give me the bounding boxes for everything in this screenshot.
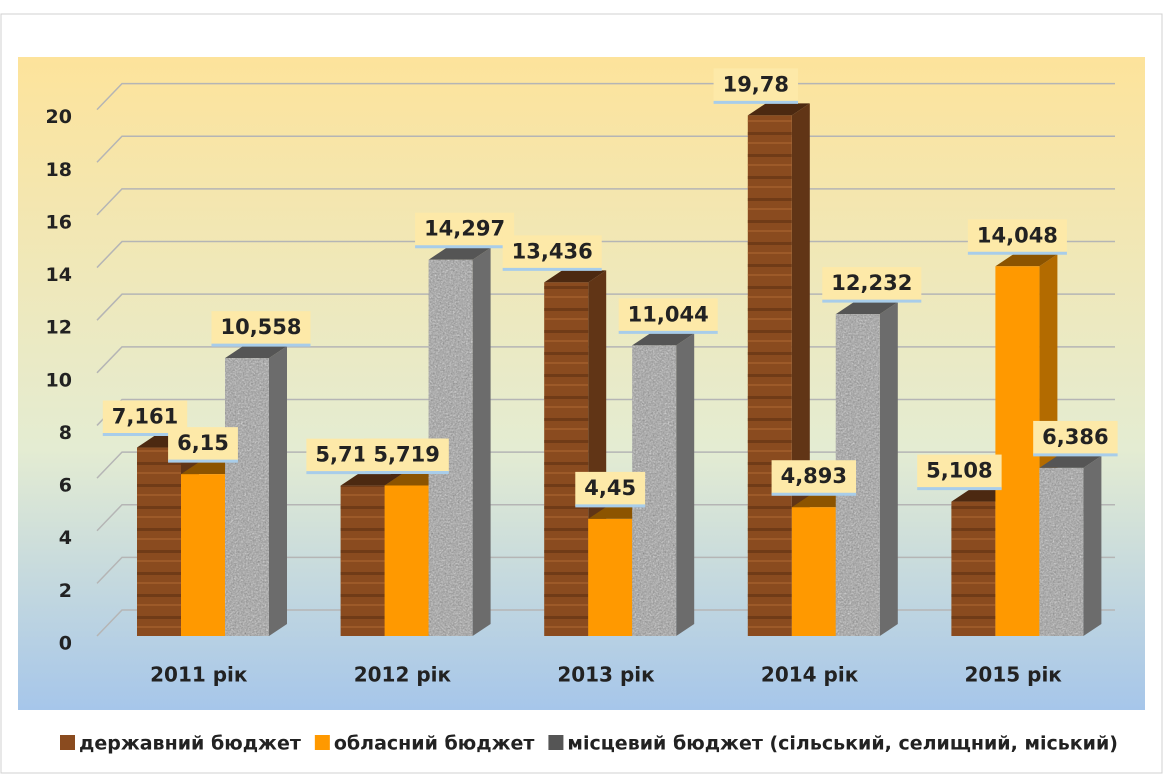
legend-label: обласний бюджет <box>334 733 535 755</box>
y-tick-label: 2 <box>59 580 72 602</box>
value-label: 5,719 <box>373 442 439 466</box>
legend-label: державний бюджет <box>79 733 301 755</box>
value-label-box <box>575 471 646 506</box>
y-tick-label: 0 <box>59 633 72 655</box>
bar-front <box>791 507 836 636</box>
bar-top <box>428 247 491 260</box>
value-label: 7,161 <box>112 405 178 429</box>
value-label-box <box>822 267 922 302</box>
bar-front <box>384 485 429 636</box>
y-tick-label: 6 <box>59 475 72 497</box>
value-label-box <box>917 454 1002 489</box>
bar-top <box>544 270 607 283</box>
value-label-box <box>415 212 515 247</box>
bar-texture <box>951 501 996 636</box>
x-tick-label: 2012 рік <box>354 663 452 687</box>
value-label: 6,15 <box>177 431 229 455</box>
bar-side <box>879 302 898 636</box>
bar <box>747 103 810 636</box>
y-tick-label: 20 <box>46 106 72 128</box>
bar-top <box>995 254 1058 267</box>
x-tick-label: 2011 рік <box>150 663 248 687</box>
value-label: 14,297 <box>424 217 505 241</box>
bar-side <box>269 346 287 636</box>
bar <box>137 435 199 636</box>
bar-top <box>225 346 287 359</box>
y-tick-label: 10 <box>46 369 72 391</box>
value-label-box <box>502 235 602 270</box>
value-label-box <box>211 311 311 346</box>
value-label-box <box>1033 420 1118 455</box>
value-label: 13,436 <box>512 239 593 263</box>
value-label-box <box>967 219 1067 254</box>
y-tick-label: 12 <box>46 317 72 339</box>
y-tick-label: 16 <box>46 211 72 233</box>
legend-swatch <box>314 735 330 750</box>
x-tick-label: 2014 рік <box>761 663 859 687</box>
value-label: 11,044 <box>628 302 709 326</box>
value-label-box <box>618 298 718 333</box>
value-label: 10,558 <box>220 315 301 339</box>
value-label: 4,45 <box>584 476 636 500</box>
bar-texture <box>137 447 181 636</box>
bar <box>225 346 287 636</box>
x-tick-label: 2015 рік <box>965 663 1063 687</box>
bar-front <box>588 518 633 636</box>
bar-front <box>995 266 1040 636</box>
value-label: 4,893 <box>781 464 847 488</box>
bar-front <box>181 474 225 636</box>
bar-side <box>472 247 491 637</box>
y-tick-label: 8 <box>59 422 72 444</box>
bar-texture <box>1039 467 1084 636</box>
x-tick-label: 2013 рік <box>557 663 655 687</box>
value-label: 6,386 <box>1042 425 1108 449</box>
value-label-box <box>168 427 238 462</box>
y-tick-label: 18 <box>46 159 72 181</box>
value-label-box <box>771 460 857 495</box>
value-label: 14,048 <box>977 223 1058 247</box>
legend-label: місцевий бюджет (сільський, селищний, мі… <box>567 733 1118 755</box>
bar-side <box>676 333 695 636</box>
value-label-box <box>713 68 799 103</box>
bar-texture <box>747 115 792 636</box>
value-label: 19,78 <box>723 72 789 96</box>
bar-texture <box>225 358 269 636</box>
bar-side <box>1083 455 1102 636</box>
y-tick-label: 4 <box>59 527 72 549</box>
bar-top <box>340 473 403 486</box>
value-label-box <box>364 438 449 473</box>
value-label: 5,108 <box>926 459 992 483</box>
bar-top <box>747 103 810 116</box>
bar-texture <box>340 485 385 636</box>
legend-swatch <box>548 735 564 750</box>
bar-top <box>835 302 898 315</box>
legend-swatch <box>60 735 75 750</box>
value-label: 12,232 <box>831 271 912 295</box>
y-tick-label: 14 <box>46 264 72 286</box>
bar-top <box>632 333 695 346</box>
bar-texture <box>544 282 589 636</box>
bar-top <box>1039 455 1102 468</box>
bar <box>1039 455 1102 636</box>
